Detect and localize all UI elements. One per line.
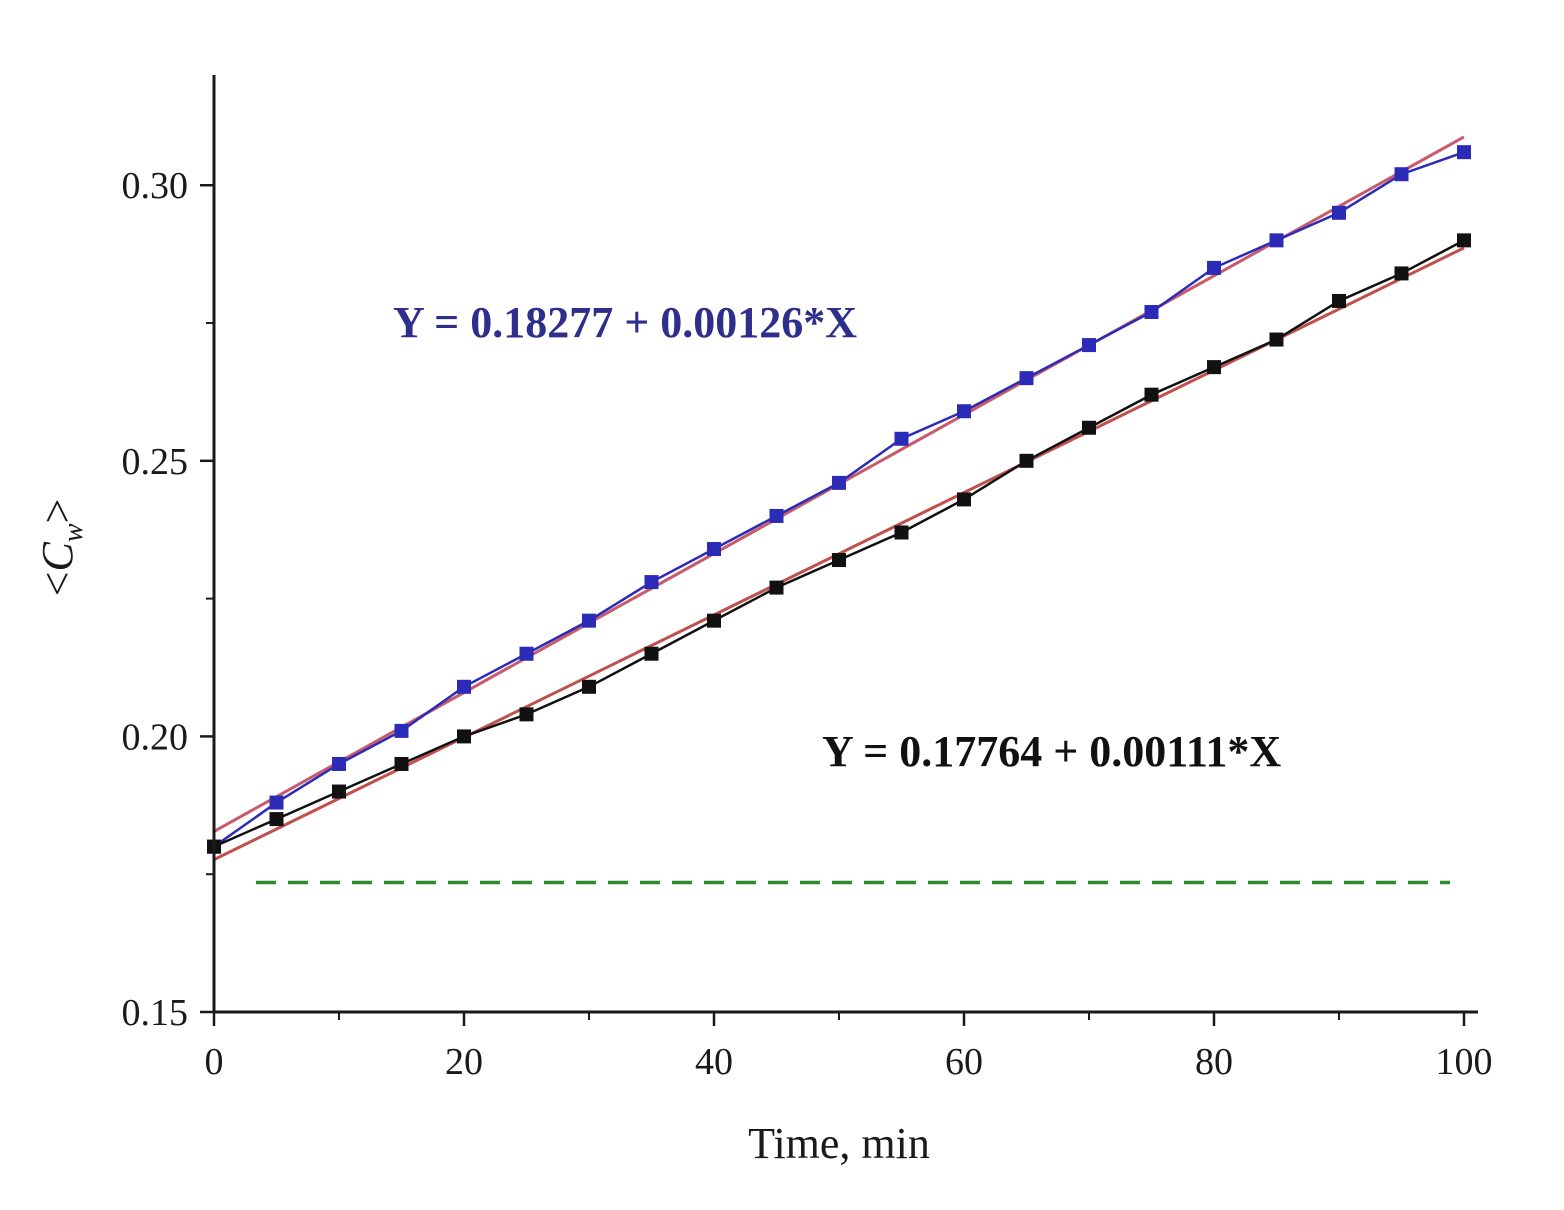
data-point-black <box>269 812 284 827</box>
y-tick-label: 0.30 <box>122 165 189 207</box>
series-layer <box>207 145 1471 854</box>
data-point-blue <box>1019 371 1034 386</box>
data-point-blue <box>1082 338 1096 353</box>
data-point-blue <box>457 679 471 694</box>
data-point-blue <box>519 646 534 661</box>
data-point-black <box>769 580 784 595</box>
data-point-blue <box>832 475 846 490</box>
data-point-black <box>1457 233 1471 248</box>
data-point-blue <box>1269 233 1284 248</box>
data-point-black <box>1144 387 1159 402</box>
fit-equation-black: Y = 0.17764 + 0.00111*X <box>822 727 1281 776</box>
y-tick-label: 0.15 <box>122 992 189 1034</box>
data-point-black <box>1332 293 1346 308</box>
data-point-blue <box>582 613 596 628</box>
y-axis-title-subscript: w <box>58 523 89 542</box>
data-point-blue <box>707 542 721 557</box>
y-tick-label: 0.25 <box>122 441 189 483</box>
data-point-black <box>457 729 471 744</box>
data-point-black <box>1269 332 1284 347</box>
x-tick-label: 60 <box>945 1041 983 1083</box>
x-tick-label: 80 <box>1195 1041 1233 1083</box>
y-axis-title-symbol: C <box>33 542 82 572</box>
data-point-blue <box>769 508 784 523</box>
x-tick-label: 20 <box>445 1041 483 1083</box>
data-point-blue <box>1332 205 1346 220</box>
data-point-blue <box>1394 167 1409 182</box>
data-point-blue <box>957 404 971 419</box>
y-axis-title-close: > <box>33 499 82 524</box>
data-point-blue <box>1144 305 1159 320</box>
data-point-blue <box>332 756 346 771</box>
y-tick-label: 0.20 <box>122 716 189 758</box>
x-axis-title: Time, min <box>748 1119 930 1168</box>
data-point-black <box>832 553 846 568</box>
data-point-black <box>957 492 971 507</box>
data-point-black <box>332 784 346 799</box>
y-axis-title: <Cw> <box>33 499 89 597</box>
data-point-blue <box>394 723 409 738</box>
fit-equation-blue: Y = 0.18277 + 0.00126*X <box>393 298 857 347</box>
data-point-black <box>519 707 534 722</box>
x-tick-label: 100 <box>1436 1041 1493 1083</box>
data-point-black <box>394 756 409 771</box>
data-point-blue <box>1457 145 1471 160</box>
data-point-black <box>1019 453 1034 468</box>
data-point-black <box>894 525 909 540</box>
data-point-blue <box>1207 260 1221 275</box>
axes-layer <box>212 75 1478 1014</box>
data-point-black <box>644 646 659 661</box>
data-point-blue <box>644 575 659 590</box>
data-point-black <box>1082 420 1096 435</box>
data-point-blue <box>269 795 284 810</box>
data-point-black <box>1207 360 1221 375</box>
data-point-black <box>1394 266 1409 281</box>
data-point-blue <box>894 431 909 446</box>
data-point-black <box>707 613 721 628</box>
ticks-layer: 0 20 40 60 80 100 0.15 0.20 0.25 0.30 <box>122 165 1493 1083</box>
y-axis-title-open: < <box>33 572 82 597</box>
x-tick-label: 0 <box>205 1041 224 1083</box>
x-tick-label: 40 <box>695 1041 733 1083</box>
data-point-black <box>582 679 596 694</box>
